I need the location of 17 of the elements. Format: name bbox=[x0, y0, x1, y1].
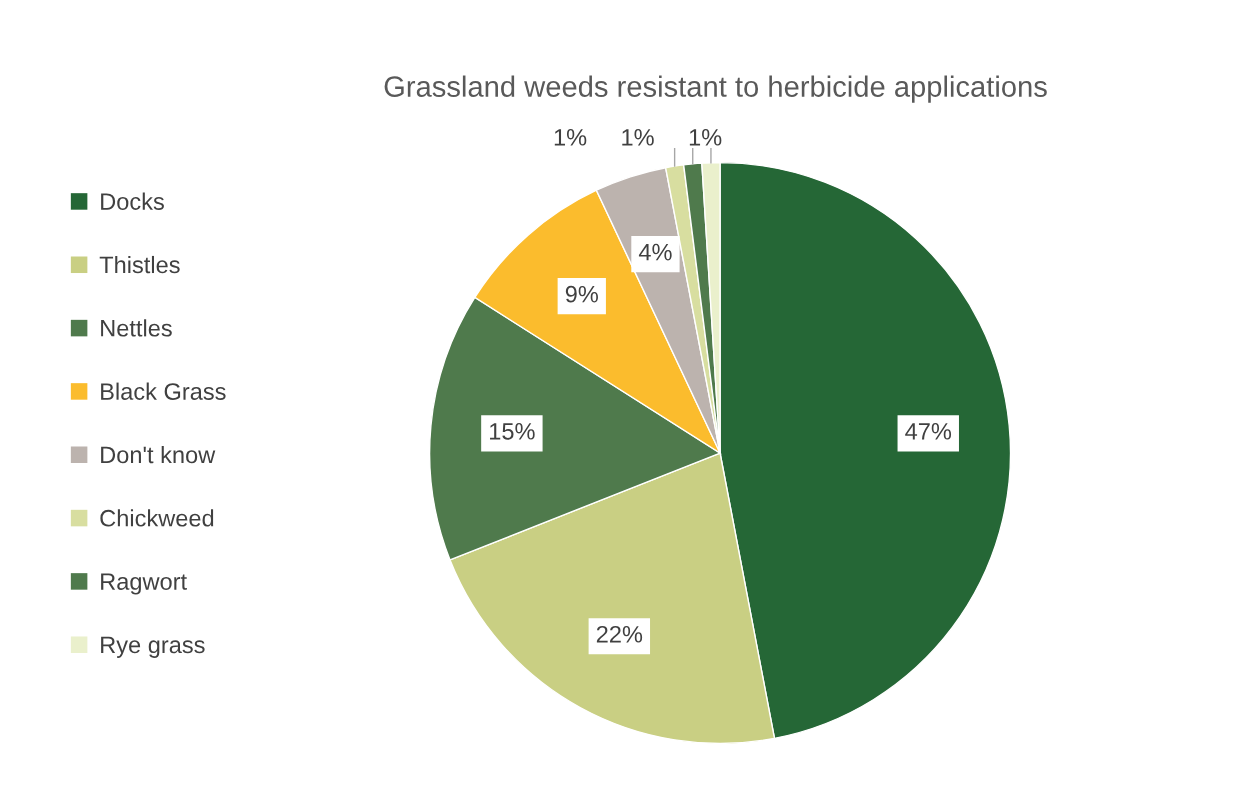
data-label: 1% bbox=[622, 129, 654, 146]
data-label: 1% bbox=[689, 129, 722, 146]
chart-title: Grassland weeds resistant to herbicide applications bbox=[384, 75, 1047, 103]
legend-label: Rye grass bbox=[101, 636, 205, 658]
legend-label: Thistles bbox=[99, 255, 180, 274]
data-label: 1% bbox=[554, 129, 587, 146]
data-label: 47% bbox=[905, 423, 952, 440]
legend-label: Nettles bbox=[101, 319, 172, 337]
data-label: 9% bbox=[565, 285, 598, 303]
legend-label: Don't know bbox=[101, 445, 216, 464]
data-label: 4% bbox=[638, 243, 672, 261]
data-label: 22% bbox=[596, 625, 643, 643]
legend-label: Black Grass bbox=[101, 382, 226, 400]
legend-label: Chickweed bbox=[100, 509, 214, 527]
legend-label: Ragwort bbox=[101, 573, 187, 595]
legend-label: Docks bbox=[101, 192, 164, 210]
data-label: 15% bbox=[490, 423, 535, 440]
